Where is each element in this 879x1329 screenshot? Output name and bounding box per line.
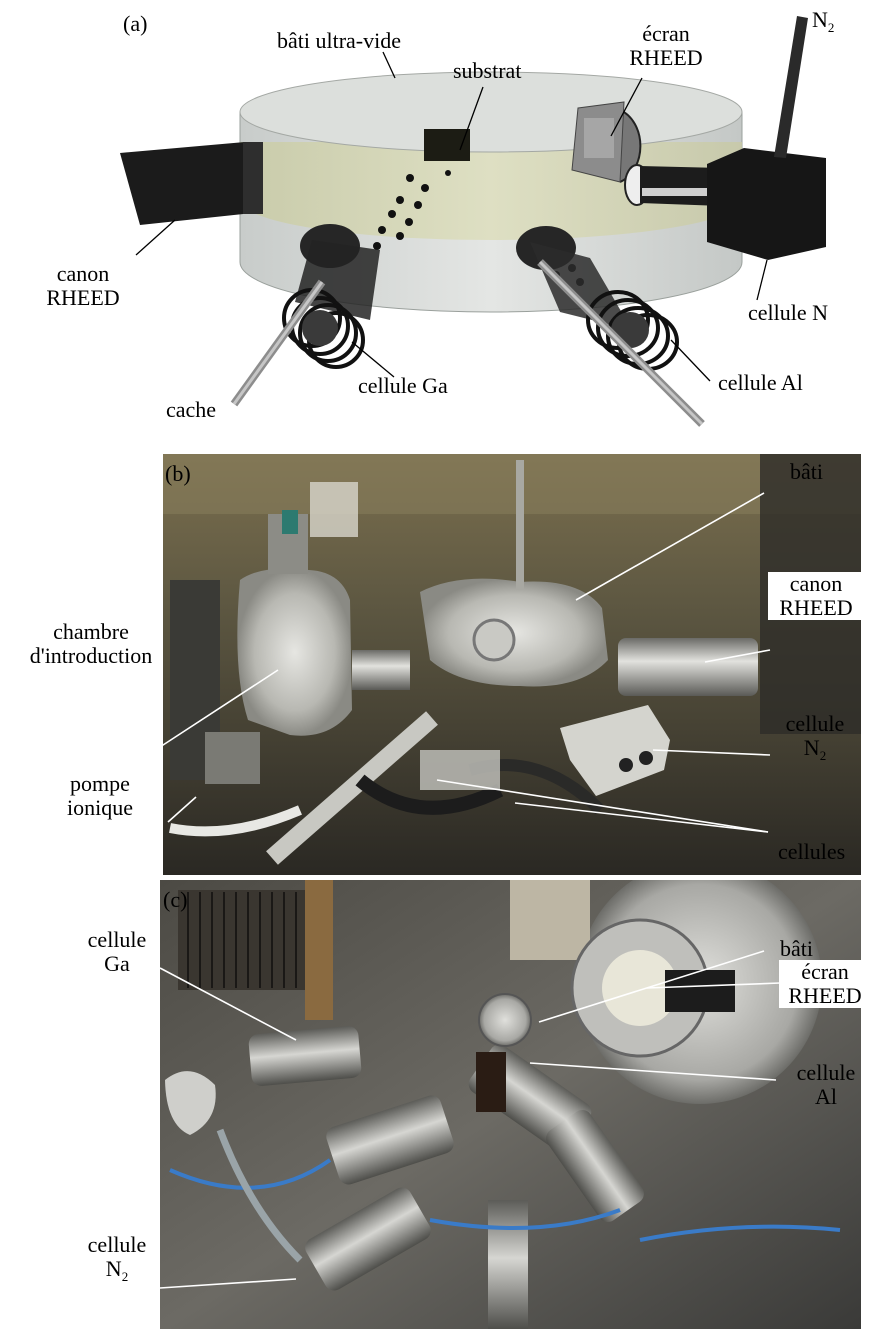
label-n2: N2: [812, 7, 835, 36]
label-canon-rheed: canon RHEED: [46, 261, 120, 310]
label-bati-c: bâti: [780, 936, 813, 961]
mbe-photo-c: [159, 880, 861, 1329]
substrate: [424, 129, 470, 161]
label-cellule-al: cellule Al: [718, 370, 803, 395]
panel-b-tag: (b): [165, 461, 191, 486]
n2-cell-box: [560, 705, 670, 796]
label-bati-b: bâti: [790, 459, 823, 484]
panel-c-photo: (c) bâti écran RHEED cellule Ga cellule Al …: [0, 880, 879, 1329]
label-ecran-rheed: écran RHEED: [629, 21, 703, 70]
label-pompe-ionique: pompe ionique: [67, 771, 133, 820]
panel-b-photo: (b) bâti canon RHEED chambre d'introductio…: [0, 450, 879, 875]
label-cellule-n2-b: cellule N2: [785, 711, 845, 764]
panel-b-leader-lines: [159, 492, 771, 833]
rheed-screen: [571, 101, 642, 183]
panel-a-schematic: (a) bâti ultra-vide substrat écran RHEED …: [0, 0, 879, 440]
mbe-schematic-drawing: [120, 16, 826, 427]
label-substrat: substrat: [453, 58, 522, 83]
panel-a-leader-lines: [135, 51, 768, 382]
label-cellule-n: cellule N: [748, 300, 829, 325]
rheed-gun: [120, 142, 263, 225]
bellows: [178, 890, 308, 990]
rheed-gun-tube: [618, 638, 758, 696]
intro-chamber: [237, 568, 352, 736]
panel-a-tag: (a): [123, 11, 148, 36]
aluminium-cell: [516, 226, 705, 427]
label-cache: cache: [166, 397, 217, 422]
label-bati-ultra-vide: bâti ultra-vide: [277, 28, 402, 53]
label-canon-rheed-b: canon RHEED: [768, 572, 864, 620]
nitrogen-cell: [624, 16, 826, 260]
label-cellule-al-c: cellule Al: [796, 1060, 856, 1109]
panel-c-leader-lines: [159, 950, 781, 1289]
gallium-cell: [230, 224, 380, 407]
panel-c-tag: (c): [163, 887, 188, 912]
label-chambre-introduction: chambre d'introduction: [29, 619, 153, 668]
label-cellule-ga-c: cellule Ga: [87, 927, 147, 976]
label-cellule-n2-c: cellule N2: [87, 1232, 147, 1285]
chamber-top: [239, 71, 743, 153]
label-ecran-rheed-c: écran RHEED: [779, 960, 871, 1008]
mbe-photo-b: [159, 454, 861, 875]
label-cellules: cellules: [778, 839, 846, 864]
effusion-cells: [248, 1026, 644, 1329]
label-cellule-ga: cellule Ga: [358, 373, 448, 398]
